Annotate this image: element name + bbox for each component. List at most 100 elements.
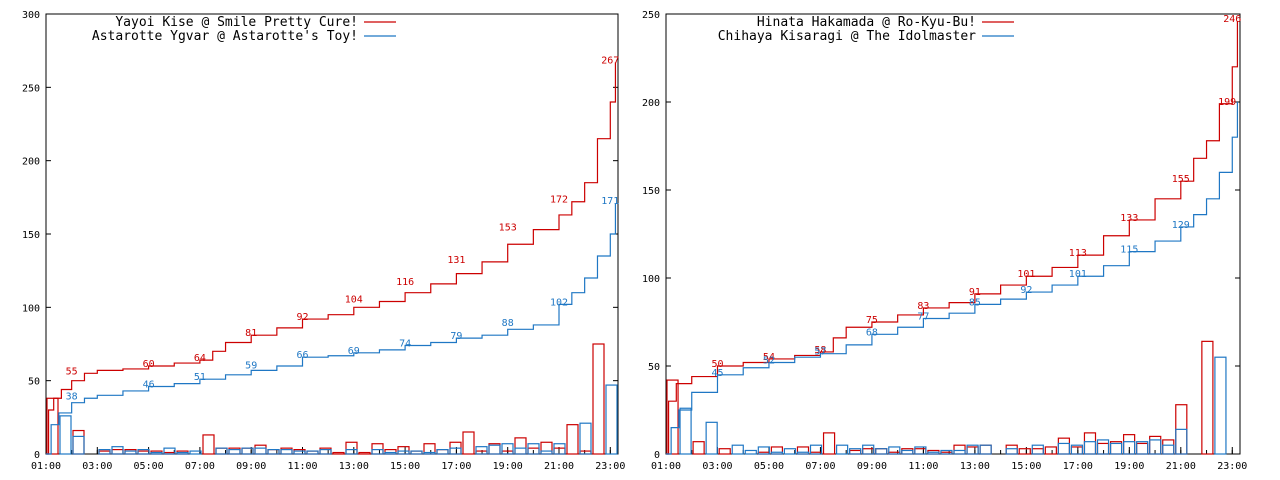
histogram-bar xyxy=(436,449,449,455)
x-tick-label: 01:00 xyxy=(31,461,61,472)
data-label: 83 xyxy=(917,301,929,312)
histogram-bar xyxy=(953,444,966,455)
histogram-bar xyxy=(59,415,72,455)
y-tick-label: 200 xyxy=(22,157,40,168)
y-tick-label: 200 xyxy=(642,98,660,109)
histogram-bar xyxy=(1162,439,1175,455)
histogram-bar xyxy=(783,448,797,455)
histogram-bar xyxy=(1149,439,1162,455)
data-label: 153 xyxy=(499,223,517,234)
histogram-bar xyxy=(410,450,423,455)
histogram-bar xyxy=(358,451,371,455)
histogram-bar xyxy=(835,444,849,455)
histogram-bar xyxy=(98,449,111,455)
histogram-bar xyxy=(692,441,705,455)
data-label: 74 xyxy=(399,338,411,349)
histogram-bar xyxy=(966,446,979,455)
histogram-bar xyxy=(176,451,189,455)
x-tick-label: 17:00 xyxy=(441,461,471,472)
histogram-bar xyxy=(1005,448,1018,455)
histogram-bar xyxy=(809,444,823,455)
x-tick-label: 17:00 xyxy=(1063,461,1093,472)
histogram-bar xyxy=(796,451,810,455)
y-tick-label: 50 xyxy=(28,377,40,388)
histogram-bar xyxy=(46,397,59,455)
data-label: 66 xyxy=(296,350,308,361)
histogram-bar xyxy=(371,443,384,455)
histogram-bar xyxy=(718,448,731,455)
histogram-bar xyxy=(241,447,254,455)
legend-label: Hinata Hakamada @ Ro-Kyu-Bu! xyxy=(757,15,976,30)
histogram-bar xyxy=(280,449,293,455)
x-tick-label: 03:00 xyxy=(82,461,112,472)
histogram-bar xyxy=(72,429,85,455)
legend-label: Yayoi Kise @ Smile Pretty Cure! xyxy=(115,15,358,30)
legend-label: Astarotte Ygvar @ Astarotte's Toy! xyxy=(92,29,358,44)
histogram-bar xyxy=(345,441,358,455)
data-label: 104 xyxy=(345,294,363,305)
data-label: 85 xyxy=(969,297,981,308)
histogram-bar xyxy=(345,449,358,455)
x-tick-label: 23:00 xyxy=(595,461,625,472)
histogram-bar xyxy=(1031,444,1044,455)
histogram-bar xyxy=(1109,442,1123,455)
histogram-bar xyxy=(1005,444,1018,455)
data-label: 52 xyxy=(763,355,775,366)
data-label: 267 xyxy=(601,55,619,66)
y-tick-label: 250 xyxy=(642,10,660,21)
histogram-bar xyxy=(1083,432,1097,455)
data-label: 171 xyxy=(601,196,619,207)
histogram-bar xyxy=(796,446,810,455)
histogram-bar xyxy=(1031,448,1044,455)
x-tick-label: 21:00 xyxy=(544,461,574,472)
histogram-bar xyxy=(979,444,992,455)
y-tick-label: 150 xyxy=(22,230,40,241)
data-label: 55 xyxy=(66,366,78,377)
x-tick-label: 19:00 xyxy=(493,461,523,472)
data-label: 60 xyxy=(143,359,155,370)
histogram-bar xyxy=(862,444,875,455)
histogram-bar xyxy=(293,449,306,455)
histogram-bar xyxy=(822,432,836,455)
histogram-bar xyxy=(1201,340,1214,455)
data-label: 69 xyxy=(348,346,360,357)
data-label: 133 xyxy=(1120,213,1138,224)
histogram-bar xyxy=(189,450,202,455)
histogram-bar xyxy=(1057,437,1071,455)
y-tick-label: 100 xyxy=(642,274,660,285)
histogram-bar xyxy=(1096,439,1110,455)
histogram-bar xyxy=(1175,428,1188,455)
histogram-bar xyxy=(1214,356,1227,455)
x-tick-label: 13:00 xyxy=(339,461,369,472)
data-label: 38 xyxy=(66,391,78,402)
data-label: 155 xyxy=(1172,174,1190,185)
histogram-bar xyxy=(111,449,124,455)
data-label: 46 xyxy=(143,380,155,391)
x-tick-label: 07:00 xyxy=(185,461,215,472)
histogram-bar xyxy=(1070,444,1084,455)
histogram-bar xyxy=(1018,448,1031,455)
x-tick-label: 09:00 xyxy=(236,461,266,472)
series-line-1 xyxy=(46,62,617,455)
histogram-bar xyxy=(306,450,319,455)
histogram-bar xyxy=(1044,446,1057,455)
histogram-bar xyxy=(384,449,397,455)
histogram-bar xyxy=(901,448,914,455)
histogram-bar xyxy=(1136,442,1149,455)
x-tick-label: 11:00 xyxy=(908,461,938,472)
histogram-bar xyxy=(540,450,553,455)
histogram-bar xyxy=(605,384,618,455)
x-tick-label: 23:00 xyxy=(1217,461,1247,472)
y-tick-label: 150 xyxy=(642,186,660,197)
data-label: 113 xyxy=(1069,248,1087,259)
histogram-bar xyxy=(553,443,566,455)
y-tick-label: 250 xyxy=(22,83,40,94)
histogram-bar xyxy=(914,446,927,455)
y-tick-label: 0 xyxy=(34,450,40,461)
histogram-bar xyxy=(540,441,553,455)
x-tick-label: 13:00 xyxy=(960,461,990,472)
histogram-bar xyxy=(927,451,940,455)
data-label: 172 xyxy=(550,195,568,206)
y-tick-label: 50 xyxy=(648,362,660,373)
